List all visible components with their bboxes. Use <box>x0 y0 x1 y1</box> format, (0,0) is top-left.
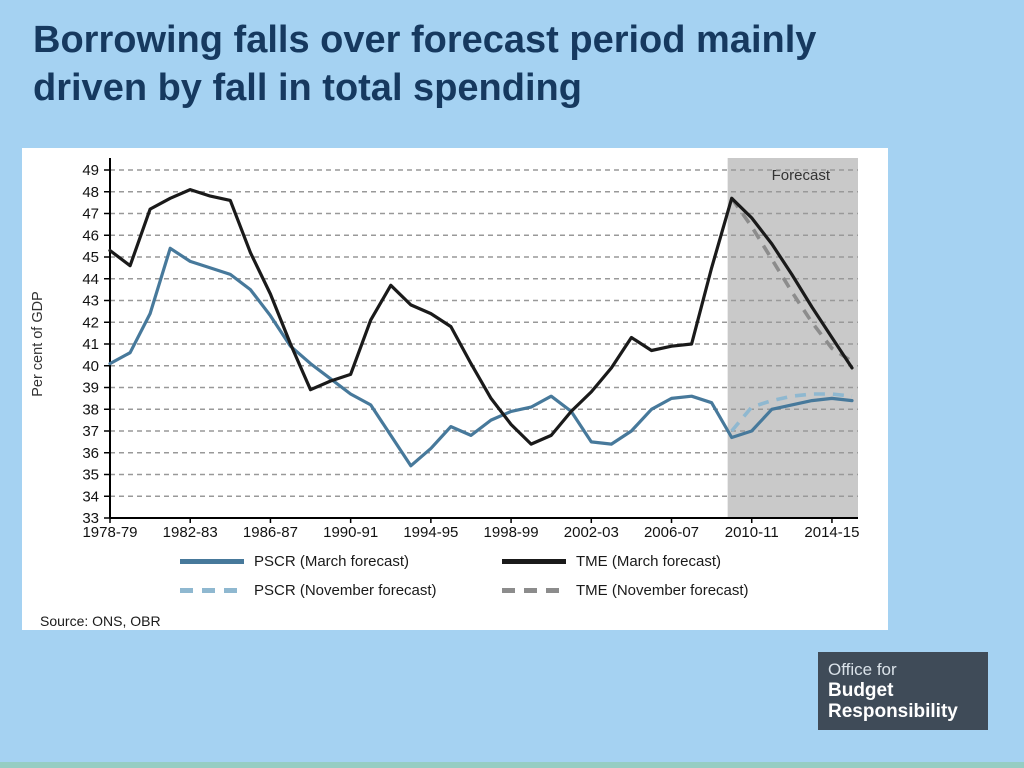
legend-row-march: PSCR (March forecast) TME (March forecas… <box>180 547 888 576</box>
x-tick-label: 1982-83 <box>163 524 218 541</box>
y-tick-label: 40 <box>82 358 99 375</box>
chart-legend: PSCR (March forecast) TME (March forecas… <box>180 547 888 605</box>
y-tick-label: 49 <box>82 162 99 179</box>
obr-logo-line1: Office for <box>828 660 897 679</box>
legend-label-pscr-march: PSCR (March forecast) <box>254 553 410 570</box>
legend-row-november: PSCR (November forecast) TME (November f… <box>180 576 888 605</box>
y-tick-label: 42 <box>82 314 99 331</box>
line-tme-march-forecast <box>108 187 854 446</box>
y-tick-label: 37 <box>82 423 99 440</box>
y-tick-label: 46 <box>82 227 99 244</box>
line-pscr-march-forecast <box>108 246 854 468</box>
x-tick-label: 2014-15 <box>804 524 859 541</box>
y-tick-label: 41 <box>82 336 99 353</box>
chart-panel: Forecast 33 34 35 36 37 38 39 40 41 42 43 44 45 46 47 48… <box>22 148 888 630</box>
y-axis-title: Per cent of GDP <box>30 291 46 397</box>
legend-label-pscr-november: PSCR (November forecast) <box>254 582 437 599</box>
y-tick-label: 36 <box>82 445 99 462</box>
x-tick-label: 1998-99 <box>484 524 539 541</box>
legend-label-tme-november: TME (November forecast) <box>576 582 749 599</box>
x-tick-label: 1994-95 <box>403 524 458 541</box>
x-tick-label: 1990-91 <box>323 524 378 541</box>
legend-label-tme-march: TME (March forecast) <box>576 553 722 570</box>
pscr-november-dash-sample <box>180 588 244 593</box>
y-tick-label: 35 <box>82 467 99 484</box>
forecast-band <box>727 158 858 518</box>
pscr-march-line-sample <box>180 559 244 564</box>
line-tme-november-forecast <box>730 197 853 363</box>
x-tick-label: 2006-07 <box>644 524 699 541</box>
y-tick-label: 33 <box>82 510 99 527</box>
y-tick-label: 45 <box>82 249 99 266</box>
obr-logo-line3: Responsibility <box>828 701 958 722</box>
y-tick-label: 39 <box>82 380 99 397</box>
y-tick-label: 34 <box>82 488 99 505</box>
obr-logo: Office for Budget Responsibility <box>818 652 988 730</box>
slide-title: Borrowing falls over forecast period mai… <box>33 19 817 110</box>
x-tick-label: 2010-11 <box>725 524 779 541</box>
y-tick-label: 48 <box>82 184 99 201</box>
y-tick-label: 43 <box>82 293 99 310</box>
legend-item-pscr-march: PSCR (March forecast) <box>180 553 502 570</box>
obr-logo-line2: Budget <box>828 680 894 701</box>
borrowing-line-chart: Forecast 33 34 35 36 37 38 39 40 41 42 43 44 45 46 47 48… <box>30 158 859 541</box>
legend-item-tme-march: TME (March forecast) <box>502 553 824 570</box>
x-tick-label: 1986-87 <box>243 524 298 541</box>
legend-item-tme-november: TME (November forecast) <box>502 582 824 599</box>
y-tick-label: 47 <box>82 206 99 223</box>
x-tick-label: 1978-79 <box>82 524 137 541</box>
bottom-strip <box>0 762 1024 768</box>
forecast-band-label: Forecast <box>772 167 831 184</box>
legend-item-pscr-november: PSCR (November forecast) <box>180 582 502 599</box>
y-tick-label: 44 <box>82 271 99 288</box>
source-note: Source: ONS, OBR <box>40 613 161 629</box>
y-tick-label: 38 <box>82 401 99 418</box>
x-tick-label: 2002-03 <box>564 524 619 541</box>
tme-march-line-sample <box>502 559 566 564</box>
tme-november-dash-sample <box>502 588 566 593</box>
